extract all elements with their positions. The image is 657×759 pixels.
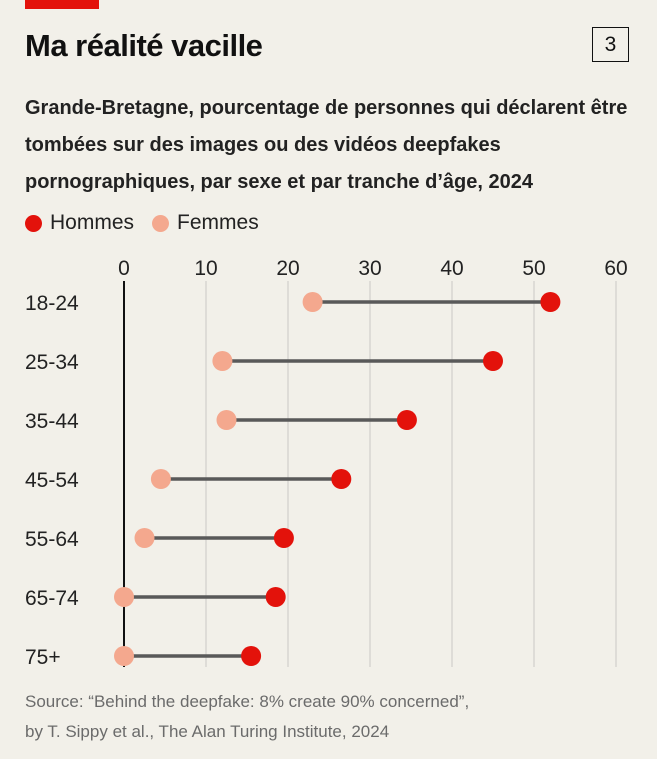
women-point bbox=[134, 528, 155, 548]
women-point bbox=[302, 292, 323, 312]
x-tick-label: 30 bbox=[358, 257, 381, 280]
x-tick-label: 40 bbox=[440, 257, 463, 280]
legend-men-label: Hommes bbox=[50, 211, 135, 234]
men-point bbox=[241, 646, 262, 666]
y-category-label: 45-54 bbox=[25, 469, 79, 492]
y-category-label: 35-44 bbox=[25, 410, 79, 433]
source-line-2: by T. Sippy et al., The Alan Turing Inst… bbox=[25, 722, 390, 741]
women-point bbox=[212, 351, 233, 371]
x-tick-label: 60 bbox=[604, 257, 627, 280]
legend-men-swatch bbox=[25, 214, 42, 232]
legend-women-swatch bbox=[152, 214, 170, 232]
x-tick-label: 0 bbox=[118, 257, 130, 280]
dumbbell-chart: 0 10 20 30 40 50 60 18-24 25-34 35-44 45-54 55-64 65… bbox=[25, 257, 628, 669]
men-point bbox=[265, 587, 286, 607]
y-category-label: 25-34 bbox=[25, 351, 79, 374]
chart-subtitle: Grande-Bretagne, pourcentage de personne… bbox=[25, 97, 628, 193]
women-point bbox=[114, 646, 134, 666]
x-tick-label: 10 bbox=[194, 257, 217, 280]
source-note: Source: “Behind the deepfake: 8% create … bbox=[25, 687, 469, 747]
y-category-label: 18-24 bbox=[25, 292, 79, 315]
men-point bbox=[396, 410, 417, 430]
women-point bbox=[216, 410, 237, 430]
women-point bbox=[150, 469, 171, 489]
men-point bbox=[540, 292, 561, 312]
men-point bbox=[273, 528, 294, 548]
y-category-label: 55-64 bbox=[25, 528, 79, 551]
y-category-label: 75+ bbox=[25, 646, 61, 669]
chart-number-badge: 3 bbox=[592, 27, 629, 62]
legend-item-men: Hommes bbox=[25, 211, 134, 235]
y-category-label: 65-74 bbox=[25, 587, 79, 610]
legend-women-label: Femmes bbox=[177, 211, 259, 234]
x-tick-label: 20 bbox=[276, 257, 299, 280]
x-tick-label: 50 bbox=[522, 257, 545, 280]
men-point bbox=[331, 469, 352, 489]
legend: Hommes Femmes bbox=[25, 211, 277, 235]
source-line-1: Source: “Behind the deepfake: 8% create … bbox=[25, 692, 470, 711]
brand-tag bbox=[25, 0, 99, 9]
men-point bbox=[483, 351, 503, 371]
chart-title: Ma réalité vacille bbox=[25, 28, 263, 63]
legend-item-women: Femmes bbox=[152, 211, 259, 235]
women-point bbox=[114, 587, 134, 607]
